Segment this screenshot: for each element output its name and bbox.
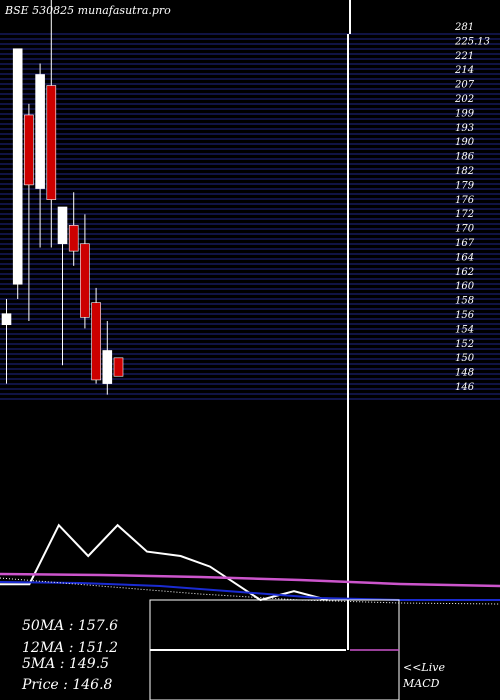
price-tick-label: 199 (455, 108, 475, 119)
candle-down (113, 357, 124, 377)
price-tick-label: 152 (455, 339, 474, 350)
price-tick-label: 156 (455, 310, 475, 321)
ma-dotted-line (0, 577, 500, 605)
candle-up (35, 74, 45, 189)
indicator-12ma-label: 12MA (22, 640, 64, 656)
price-tick-label: 179 (455, 180, 475, 191)
candle-up (12, 48, 23, 285)
candle-down (24, 114, 34, 186)
candle-down (91, 302, 101, 381)
price-tick-label: 225.13 (454, 36, 490, 47)
candle-down (46, 85, 57, 200)
price-axis-ticks: 281 225.13 221 214 207 202 199 193 190 186 182 179 1… (454, 22, 490, 393)
ma-long-line (0, 572, 500, 588)
price-tick-label: 167 (455, 238, 475, 249)
indicator-line (0, 523, 328, 602)
price-tick-label: 170 (455, 224, 475, 235)
candle-up (102, 350, 113, 384)
price-tick-label: 176 (455, 195, 475, 206)
candlesticks (1, 0, 124, 395)
candle-up (57, 206, 68, 245)
indicator-50ma-value: 157.6 (78, 618, 118, 634)
price-tick-label: 281 (454, 22, 474, 33)
indicator-price: Price : 146.8 (21, 677, 113, 693)
price-tick-label: 158 (455, 296, 474, 307)
indicator-price-label: Price (21, 677, 59, 693)
price-tick-label: 207 (454, 80, 475, 91)
price-tick-label: 202 (454, 94, 474, 105)
indicator-50ma: 50MA : 157.6 (22, 618, 118, 634)
indicator-price-value: 146.8 (72, 677, 112, 693)
ma-short-line (0, 581, 500, 601)
candle-up (1, 313, 12, 326)
live-link[interactable]: <<Live (403, 661, 445, 674)
price-tick-label: 190 (455, 137, 475, 148)
price-tick-label: 162 (455, 267, 474, 278)
price-tick-label: 172 (455, 209, 474, 220)
indicator-12ma-value: 151.2 (78, 640, 118, 656)
indicator-12ma: 12MA : 151.2 (22, 640, 118, 656)
price-grid (0, 33, 500, 400)
indicator-box: 50MA : 157.6 12MA : 151.2 5MA : 149.5 Pr… (21, 618, 118, 693)
price-tick-label: 160 (455, 281, 475, 292)
indicator-5ma-value: 149.5 (69, 656, 109, 672)
candle-down (80, 243, 90, 318)
chart-title: BSE 530825 munafasutra.pro (4, 4, 171, 17)
indicator-50ma-label: 50MA (22, 618, 64, 634)
price-tick-label: 193 (455, 123, 474, 134)
price-tick-label: 214 (454, 65, 474, 76)
price-tick-label: 154 (455, 324, 474, 335)
indicator-5ma-label: 5MA (22, 656, 55, 672)
price-tick-label: 148 (455, 368, 474, 379)
price-tick-label: 146 (455, 382, 475, 393)
price-tick-label: 164 (455, 252, 474, 263)
price-tick-label: 221 (454, 51, 474, 62)
indicator-5ma: 5MA : 149.5 (22, 656, 109, 672)
macd-label: MACD (402, 677, 440, 690)
price-tick-label: 150 (455, 353, 475, 364)
price-tick-label: 182 (455, 166, 474, 177)
candle-down (68, 225, 79, 252)
price-tick-label: 186 (455, 152, 475, 163)
